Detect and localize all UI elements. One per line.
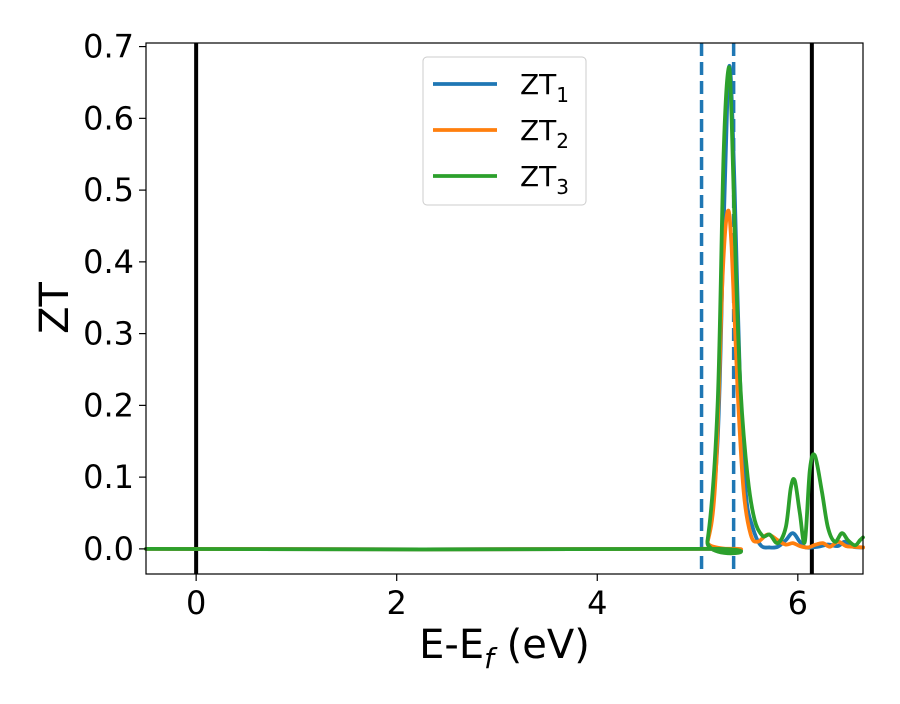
y-tick-label: 0.1 (83, 458, 134, 496)
plot-frame (145, 42, 864, 575)
y-axis: 0.0 0.1 0.2 0.3 0.4 0.5 0.6 0.7 (83, 28, 146, 568)
x-tick-label: 0 (186, 584, 206, 622)
y-tick-label: 0.5 (83, 171, 134, 209)
y-tick-label: 0.7 (83, 28, 134, 66)
y-tick-label: 0.3 (83, 315, 134, 353)
y-tick-label: 0.0 (83, 530, 134, 568)
x-tick-label: 4 (587, 584, 607, 622)
y-tick-label: 0.6 (83, 99, 134, 137)
x-tick-label: 2 (387, 584, 407, 622)
series-line-3 (144, 65, 865, 556)
legend-label-3: ZT3 (520, 160, 569, 199)
legend: ZT1 ZT2 ZT3 (422, 56, 587, 206)
series-lines (144, 63, 865, 556)
x-tick-label: 6 (788, 584, 808, 622)
legend-box (422, 56, 587, 206)
y-tick-label: 0.2 (83, 386, 134, 424)
x-axis: 0 2 4 6 (186, 574, 808, 622)
y-axis-label: ZT (32, 282, 78, 334)
legend-label-2: ZT2 (520, 114, 569, 153)
y-tick-label: 0.4 (83, 243, 134, 281)
legend-label-1: ZT1 (520, 68, 569, 107)
x-axis-label: E-Ef (eV) (419, 622, 590, 675)
